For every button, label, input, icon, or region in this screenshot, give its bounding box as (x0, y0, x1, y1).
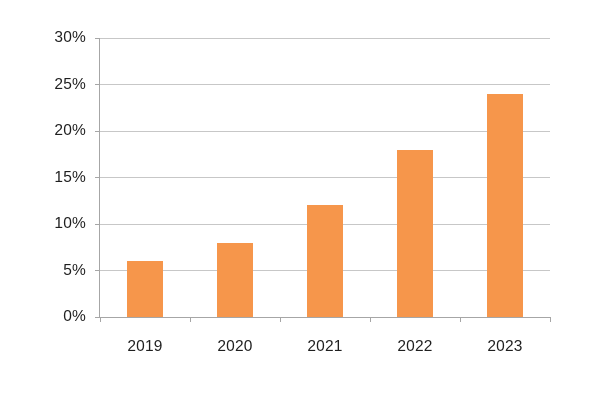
x-axis-tick (189, 317, 191, 322)
y-axis-tick (95, 177, 100, 178)
y-tick-label: 25% (54, 75, 86, 93)
x-tick-label: 2023 (487, 338, 523, 355)
y-tick-label: 20% (54, 122, 86, 139)
y-tick-label: 30% (54, 29, 86, 46)
y-tick-label: 15% (54, 168, 86, 186)
y-tick-label: 5% (63, 261, 86, 279)
x-axis-line (99, 316, 550, 318)
y-axis-line (99, 38, 100, 317)
bar-2021[interactable] (307, 205, 343, 317)
x-tick-label: 2021 (307, 338, 343, 355)
bar-2019[interactable] (127, 261, 163, 317)
x-tick-label: 2022 (397, 338, 433, 355)
gridline (100, 37, 550, 39)
y-axis-tick (95, 130, 100, 132)
y-axis-tick (95, 316, 100, 318)
bar-2020[interactable] (217, 242, 253, 317)
x-axis-tick (279, 317, 281, 322)
y-axis-tick (95, 84, 100, 85)
bar-2022[interactable] (397, 149, 433, 317)
y-axis-tick (95, 270, 100, 271)
x-axis-tick (99, 317, 101, 322)
x-axis-tick (369, 317, 371, 322)
bar-2023[interactable] (487, 93, 523, 317)
gridline (100, 84, 550, 85)
y-axis-tick (95, 37, 100, 39)
y-tick-label: 10% (54, 215, 86, 232)
x-tick-label: 2019 (127, 338, 163, 355)
x-axis-tick (459, 317, 461, 322)
y-tick-label: 0% (63, 308, 86, 325)
x-axis-tick (549, 317, 551, 322)
y-axis-tick (95, 223, 100, 225)
x-tick-label: 2020 (217, 338, 253, 355)
gridline (100, 130, 550, 132)
gridline (100, 177, 550, 178)
